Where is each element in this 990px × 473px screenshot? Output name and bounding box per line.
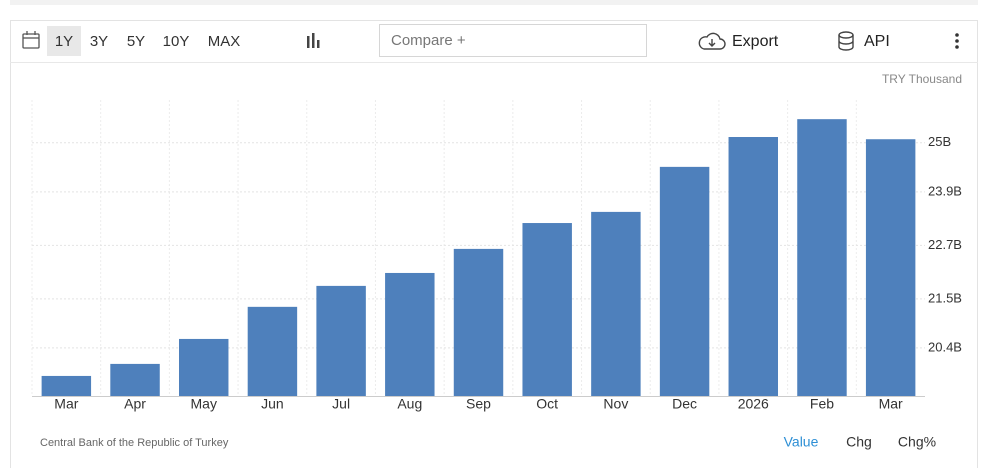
range-button[interactable]: MAX [208,33,241,50]
y-tick-label: 20.4B [928,339,962,354]
x-tick-label: Dec [672,396,697,412]
active-range-bg [47,26,81,56]
bar [659,166,710,396]
calendar-icon[interactable] [22,31,40,49]
bar [316,285,366,396]
x-tick-label: Sep [466,396,491,412]
y-tick-label: 23.9B [928,183,962,198]
bar [797,119,847,397]
range-button[interactable]: 1Y [55,33,73,50]
bar [522,223,572,396]
y-tick-label: 22.7B [928,237,962,252]
bar [41,375,92,396]
range-button[interactable]: 3Y [90,33,108,50]
export-button[interactable]: Export [732,33,779,50]
bars-icon[interactable] [307,33,320,48]
database-icon[interactable] [838,31,854,51]
bar [728,137,778,396]
menu-icon[interactable] [955,33,959,49]
bar [110,363,160,396]
x-tick-label: Apr [124,396,146,412]
range-button[interactable]: 10Y [163,33,190,50]
y-tick-label: 21.5B [928,290,962,305]
bar [247,306,298,396]
x-tick-label: Jul [332,396,350,412]
x-tick-label: Feb [810,396,834,412]
x-tick-label: 2026 [738,396,769,412]
bar [179,338,229,396]
range-button[interactable]: 5Y [127,33,145,50]
api-button[interactable]: API [864,33,890,50]
top-strip [10,0,978,5]
x-tick-label: Aug [397,396,422,412]
x-tick-label: May [191,396,217,412]
source: Central Bank of the Republic of Turkey [40,437,229,449]
x-tick-label: Jun [261,396,284,412]
unit-label: TRY Thousand [882,72,962,86]
bar [453,248,504,396]
footer-tab[interactable]: Value [784,434,819,450]
x-tick-label: Oct [536,396,558,412]
compare-input[interactable]: Compare + [391,32,466,49]
compare-box[interactable] [379,24,647,57]
bar [385,272,435,396]
y-tick-label: 25B [928,134,951,149]
bar [865,139,916,396]
bar [591,211,641,396]
footer-tab[interactable]: Chg [846,434,872,450]
x-tick-label: Mar [879,396,903,412]
footer-tab[interactable]: Chg% [898,434,936,450]
x-tick-label: Mar [54,396,78,412]
x-tick-label: Nov [603,396,628,412]
cloud-icon[interactable] [698,32,726,50]
